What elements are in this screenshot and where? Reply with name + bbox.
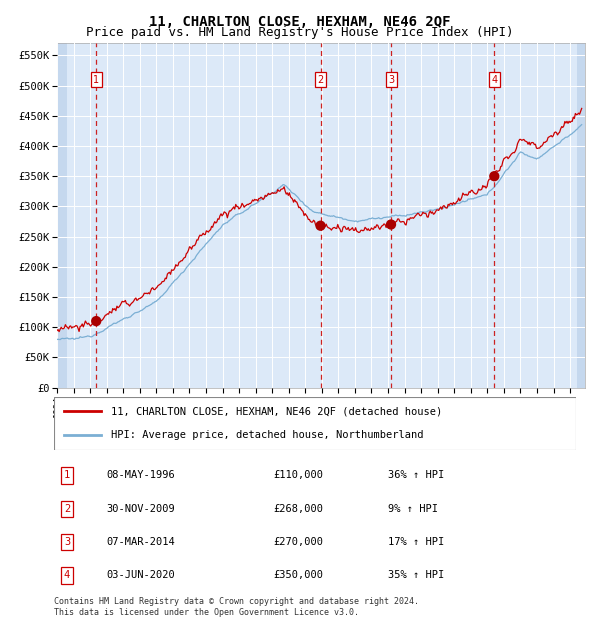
Point: [386, 219, 396, 229]
Text: Contains HM Land Registry data © Crown copyright and database right 2024.
This d: Contains HM Land Registry data © Crown c…: [54, 598, 419, 617]
Text: £270,000: £270,000: [273, 537, 323, 547]
Text: 2: 2: [317, 74, 323, 84]
Text: £268,000: £268,000: [273, 504, 323, 514]
Point: [91, 316, 101, 326]
Text: £110,000: £110,000: [273, 471, 323, 480]
Text: 3: 3: [64, 537, 70, 547]
Text: 4: 4: [491, 74, 497, 84]
Text: 36% ↑ HPI: 36% ↑ HPI: [388, 471, 445, 480]
Text: 08-MAY-1996: 08-MAY-1996: [106, 471, 175, 480]
Bar: [577, 43, 585, 388]
Text: 2: 2: [64, 504, 70, 514]
Text: 1: 1: [93, 74, 99, 84]
Text: 11, CHARLTON CLOSE, HEXHAM, NE46 2QF: 11, CHARLTON CLOSE, HEXHAM, NE46 2QF: [149, 16, 451, 29]
Text: 3: 3: [388, 74, 394, 84]
Text: 4: 4: [64, 570, 70, 580]
Text: 07-MAR-2014: 07-MAR-2014: [106, 537, 175, 547]
Text: 11, CHARLTON CLOSE, HEXHAM, NE46 2QF (detached house): 11, CHARLTON CLOSE, HEXHAM, NE46 2QF (de…: [112, 406, 443, 416]
Text: 9% ↑ HPI: 9% ↑ HPI: [388, 504, 438, 514]
Text: 03-JUN-2020: 03-JUN-2020: [106, 570, 175, 580]
Text: 35% ↑ HPI: 35% ↑ HPI: [388, 570, 445, 580]
Text: HPI: Average price, detached house, Northumberland: HPI: Average price, detached house, Nort…: [112, 430, 424, 440]
Point: [316, 221, 325, 231]
Text: 1: 1: [64, 471, 70, 480]
Text: Price paid vs. HM Land Registry's House Price Index (HPI): Price paid vs. HM Land Registry's House …: [86, 27, 514, 39]
Text: 30-NOV-2009: 30-NOV-2009: [106, 504, 175, 514]
Text: 17% ↑ HPI: 17% ↑ HPI: [388, 537, 445, 547]
FancyBboxPatch shape: [54, 397, 576, 450]
Bar: [57, 43, 67, 388]
Point: [490, 171, 499, 181]
Text: £350,000: £350,000: [273, 570, 323, 580]
